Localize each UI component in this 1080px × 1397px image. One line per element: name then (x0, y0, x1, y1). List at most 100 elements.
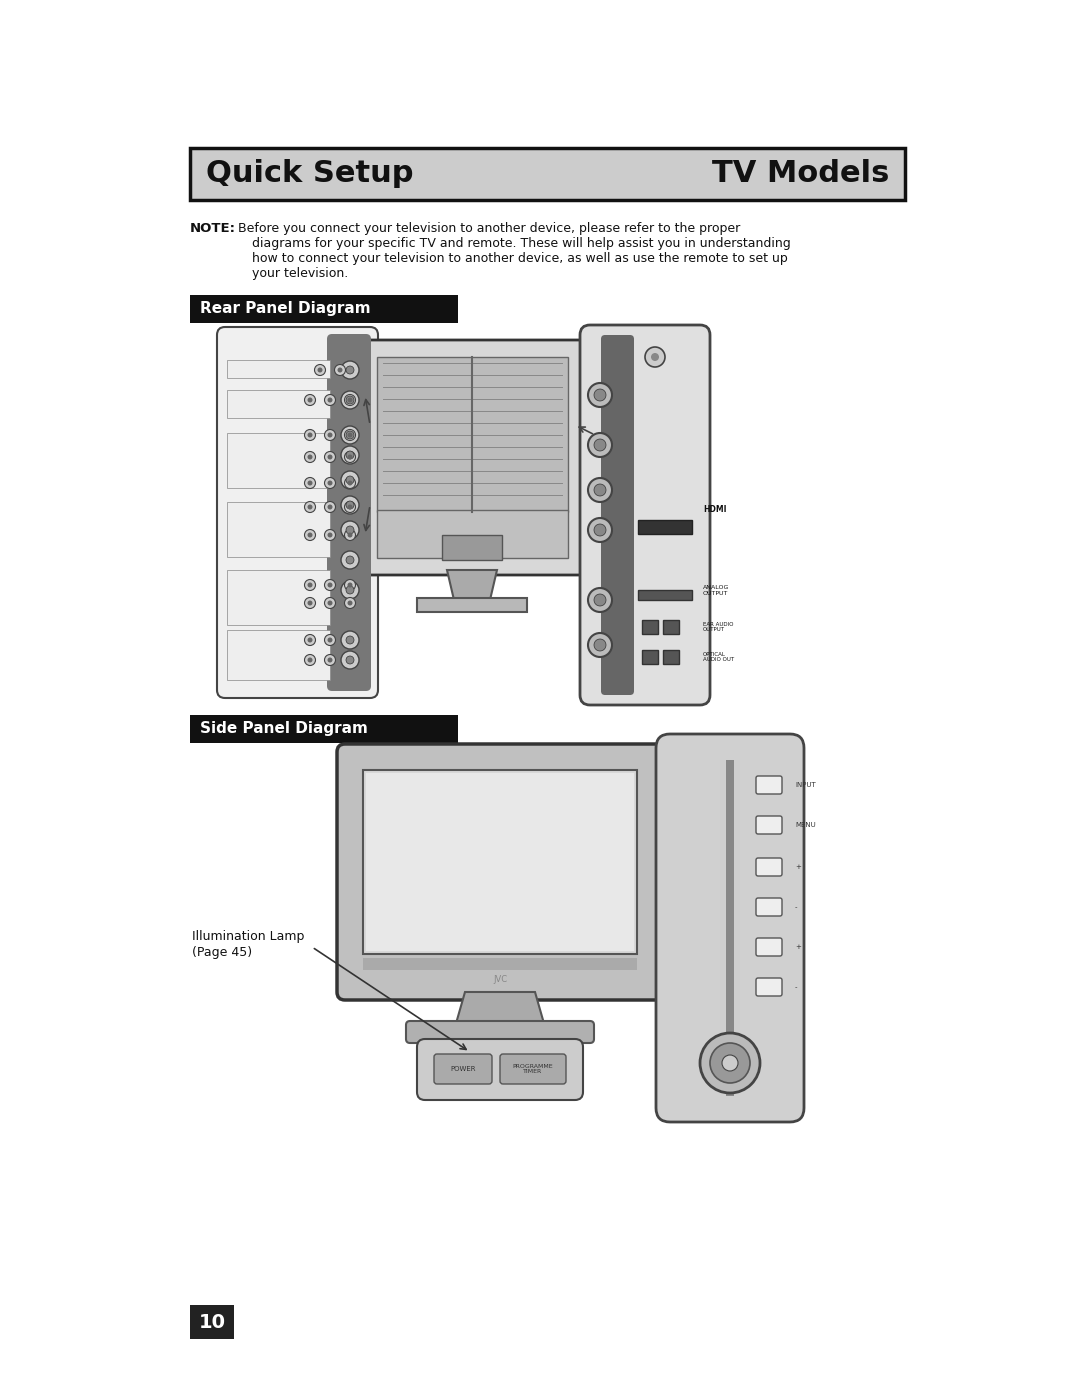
Circle shape (341, 496, 359, 514)
Circle shape (308, 601, 312, 605)
Bar (227, 390, 330, 418)
Bar (227, 360, 330, 379)
Circle shape (305, 580, 315, 591)
Circle shape (324, 655, 336, 665)
Circle shape (341, 360, 359, 379)
FancyBboxPatch shape (360, 339, 585, 576)
FancyBboxPatch shape (756, 858, 782, 876)
Bar (442, 535, 502, 560)
Text: TV Models: TV Models (712, 159, 889, 189)
FancyBboxPatch shape (434, 1053, 492, 1084)
Circle shape (341, 521, 359, 539)
Text: MENU: MENU (795, 821, 815, 828)
Circle shape (346, 657, 354, 664)
Circle shape (348, 532, 352, 538)
Circle shape (346, 556, 354, 564)
Circle shape (346, 527, 354, 534)
Circle shape (327, 481, 333, 486)
FancyBboxPatch shape (327, 334, 372, 692)
Circle shape (345, 598, 355, 609)
Bar (227, 502, 330, 557)
Bar (377, 510, 568, 557)
Bar (190, 715, 458, 743)
Circle shape (341, 391, 359, 409)
Text: -: - (795, 904, 797, 909)
Circle shape (341, 446, 359, 464)
Circle shape (308, 481, 312, 486)
Circle shape (324, 451, 336, 462)
Circle shape (346, 366, 354, 374)
FancyBboxPatch shape (217, 327, 378, 698)
Bar (663, 650, 679, 664)
Text: 10: 10 (199, 1313, 226, 1331)
Circle shape (348, 454, 352, 460)
Bar (377, 358, 568, 511)
Circle shape (588, 633, 612, 657)
Circle shape (327, 532, 333, 538)
Bar (638, 590, 692, 599)
Circle shape (651, 353, 659, 360)
Circle shape (327, 504, 333, 510)
Circle shape (700, 1032, 760, 1092)
Circle shape (348, 504, 352, 510)
Text: -: - (795, 983, 797, 990)
Circle shape (341, 651, 359, 669)
Circle shape (710, 1044, 750, 1083)
FancyBboxPatch shape (337, 745, 663, 1000)
Circle shape (594, 439, 606, 451)
Circle shape (324, 529, 336, 541)
Circle shape (588, 383, 612, 407)
FancyBboxPatch shape (417, 1039, 583, 1099)
Polygon shape (455, 992, 545, 1027)
Circle shape (308, 504, 312, 510)
Circle shape (305, 451, 315, 462)
Circle shape (346, 502, 354, 509)
Text: Side Panel Diagram: Side Panel Diagram (200, 721, 368, 736)
Bar (366, 773, 634, 951)
FancyBboxPatch shape (756, 978, 782, 996)
Text: (Page 45): (Page 45) (192, 946, 252, 958)
Bar (227, 570, 330, 624)
Circle shape (324, 580, 336, 591)
Circle shape (327, 398, 333, 402)
Text: PROGRAMME
TIMER: PROGRAMME TIMER (513, 1063, 553, 1074)
Text: POWER: POWER (450, 1066, 476, 1071)
Text: INPUT: INPUT (795, 782, 815, 788)
Text: diagrams for your specific TV and remote. These will help assist you in understa: diagrams for your specific TV and remote… (252, 237, 791, 250)
Circle shape (308, 433, 312, 437)
Circle shape (588, 433, 612, 457)
Circle shape (327, 433, 333, 437)
Circle shape (327, 658, 333, 662)
Circle shape (341, 426, 359, 444)
Circle shape (346, 395, 354, 404)
Circle shape (324, 634, 336, 645)
Circle shape (324, 502, 336, 513)
Circle shape (594, 388, 606, 401)
Circle shape (345, 502, 355, 513)
Circle shape (324, 478, 336, 489)
Circle shape (308, 398, 312, 402)
Circle shape (318, 367, 323, 373)
Circle shape (305, 598, 315, 609)
Circle shape (345, 451, 355, 462)
Bar (642, 620, 658, 634)
Circle shape (335, 365, 346, 376)
FancyBboxPatch shape (656, 733, 804, 1122)
Text: your television.: your television. (252, 267, 348, 279)
Circle shape (594, 638, 606, 651)
Circle shape (324, 429, 336, 440)
Circle shape (588, 588, 612, 612)
Circle shape (341, 471, 359, 489)
Circle shape (308, 583, 312, 588)
Text: how to connect your television to another device, as well as use the remote to s: how to connect your television to anothe… (252, 251, 787, 265)
Circle shape (327, 454, 333, 460)
Bar (638, 520, 692, 534)
Circle shape (308, 658, 312, 662)
Circle shape (305, 429, 315, 440)
Bar (363, 770, 637, 954)
Bar (190, 148, 905, 200)
Circle shape (723, 1055, 738, 1071)
Circle shape (348, 583, 352, 588)
Text: +: + (795, 944, 801, 950)
Circle shape (324, 598, 336, 609)
